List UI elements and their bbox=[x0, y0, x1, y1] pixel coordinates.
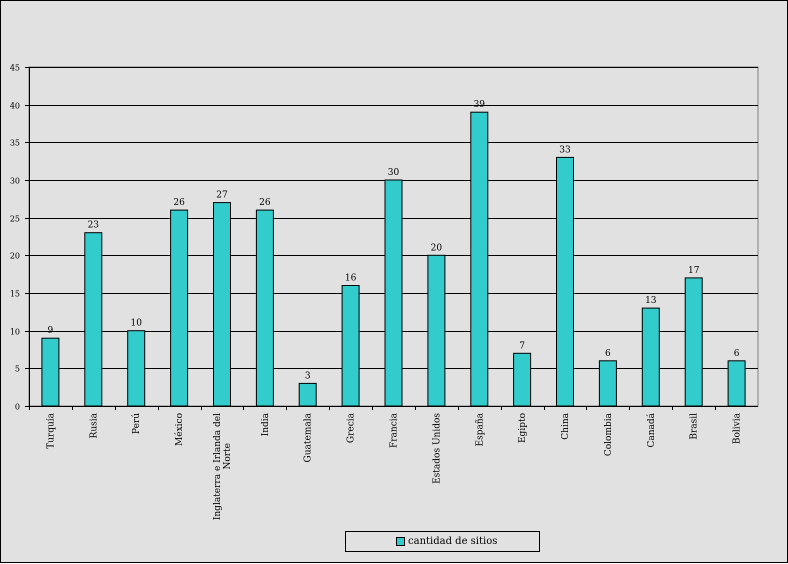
bar bbox=[170, 209, 189, 407]
category-label: Bolivia bbox=[733, 412, 743, 444]
category-label-line: Colombia bbox=[604, 412, 614, 456]
category-label-line: Egipto bbox=[518, 413, 528, 443]
bar bbox=[341, 285, 360, 407]
category-label-line: España bbox=[475, 412, 485, 446]
data-label: 23 bbox=[88, 221, 100, 231]
bar bbox=[298, 382, 317, 407]
category-label: Rusia bbox=[89, 412, 99, 438]
category-label: Perú bbox=[131, 413, 142, 434]
data-label: 17 bbox=[688, 266, 700, 276]
data-label: 20 bbox=[431, 243, 443, 253]
data-label: 10 bbox=[130, 319, 142, 329]
y-tick-label: 35 bbox=[10, 139, 20, 148]
y-tick-label: 25 bbox=[10, 215, 20, 224]
y-tick-label: 5 bbox=[15, 365, 20, 374]
bar bbox=[641, 307, 660, 407]
data-labels: 9 23 10 26 27 26 3 16 30 20 39 7 33 6 13 17 6 bbox=[48, 100, 740, 381]
bar bbox=[470, 111, 489, 407]
y-tick-label: 10 bbox=[10, 328, 20, 337]
data-label: 16 bbox=[345, 274, 357, 284]
data-label: 7 bbox=[519, 341, 525, 351]
y-tick-label: 30 bbox=[10, 177, 20, 186]
data-label: 9 bbox=[48, 326, 54, 336]
category-label: Grecia bbox=[347, 412, 357, 443]
category-label: Inglaterra e Irlanda delNorte bbox=[213, 413, 233, 520]
bars bbox=[41, 111, 746, 407]
bar bbox=[84, 232, 103, 407]
legend-label: cantidad de sitios bbox=[408, 536, 498, 547]
data-label: 13 bbox=[645, 296, 657, 306]
legend: cantidad de sitios bbox=[345, 531, 540, 552]
bar bbox=[513, 352, 532, 407]
data-label: 30 bbox=[388, 168, 400, 178]
category-label: China bbox=[561, 412, 571, 439]
category-label-line: Grecia bbox=[347, 412, 357, 443]
data-label: 3 bbox=[305, 371, 311, 381]
y-tick-label: 15 bbox=[10, 290, 20, 299]
category-label-line: Norte bbox=[223, 443, 233, 470]
bar bbox=[41, 337, 60, 407]
bar bbox=[598, 360, 617, 407]
category-label-line: China bbox=[561, 412, 571, 439]
category-label-line: Turquía bbox=[45, 412, 56, 449]
category-label: Turquía bbox=[45, 412, 56, 449]
y-tick-label: 40 bbox=[10, 102, 20, 111]
bar bbox=[556, 156, 574, 407]
data-label: 26 bbox=[173, 198, 185, 208]
legend-swatch bbox=[396, 537, 405, 546]
category-label-line: Rusia bbox=[89, 412, 99, 438]
y-tick-label: 45 bbox=[10, 64, 20, 73]
data-label: 39 bbox=[474, 100, 486, 110]
data-label: 33 bbox=[559, 145, 571, 155]
category-label: Egipto bbox=[518, 413, 528, 443]
category-label: Brasil bbox=[690, 413, 700, 440]
category-label: India bbox=[261, 412, 271, 436]
category-label-line: Bolivia bbox=[733, 412, 743, 444]
category-label: España bbox=[475, 412, 485, 446]
bar bbox=[213, 202, 231, 407]
category-label-line: Brasil bbox=[690, 413, 700, 440]
category-label: Francia bbox=[390, 412, 400, 448]
bar bbox=[427, 254, 446, 407]
bar bbox=[684, 277, 703, 407]
category-label: Colombia bbox=[604, 412, 614, 456]
category-label-line: Inglaterra e Irlanda del bbox=[213, 413, 223, 520]
category-label-line: México bbox=[174, 413, 185, 446]
category-label-line: Estados Unidos bbox=[432, 413, 442, 484]
y-tick-label: 20 bbox=[10, 252, 20, 261]
y-tick-label: 0 bbox=[15, 403, 20, 412]
bar bbox=[727, 360, 746, 407]
category-label-line: Canadá bbox=[646, 412, 657, 447]
bar bbox=[255, 209, 274, 407]
category-label: Guatemala bbox=[304, 412, 314, 462]
category-label-line: India bbox=[261, 412, 271, 436]
axes bbox=[25, 67, 758, 410]
category-label: Estados Unidos bbox=[432, 413, 442, 484]
data-label: 6 bbox=[605, 349, 611, 359]
data-label: 6 bbox=[734, 349, 740, 359]
x-axis-categories: Turquía Rusia Perú México Inglaterra e Irlan… bbox=[45, 412, 742, 520]
category-label-line: Francia bbox=[390, 412, 400, 448]
bar bbox=[127, 330, 146, 407]
category-label-line: Guatemala bbox=[304, 412, 314, 462]
y-axis-ticks: 0 5 10 15 20 25 30 35 40 45 bbox=[10, 64, 20, 412]
category-label: México bbox=[174, 413, 185, 446]
category-label: Canadá bbox=[646, 412, 657, 447]
data-label: 26 bbox=[259, 198, 271, 208]
bar bbox=[384, 179, 403, 407]
category-label-line: Perú bbox=[131, 413, 142, 434]
data-label: 27 bbox=[216, 191, 228, 201]
